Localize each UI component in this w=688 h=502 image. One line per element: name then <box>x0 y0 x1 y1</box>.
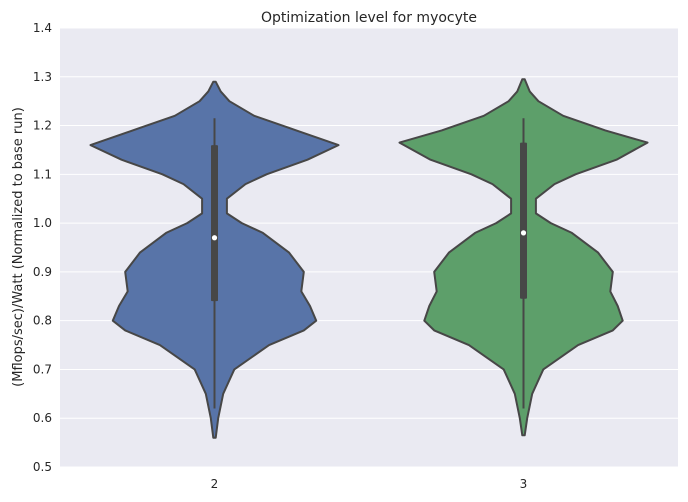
y-tick-label: 1.3 <box>33 70 52 84</box>
median-point-2 <box>211 235 218 241</box>
iqr-box-3 <box>520 142 527 299</box>
y-tick-label: 1.1 <box>33 167 52 181</box>
y-axis-label: (Mflops/sec)/Watt (Normalized to base ru… <box>11 107 26 387</box>
y-tick-label: 0.7 <box>33 362 52 376</box>
y-tick-label: 1.4 <box>33 21 52 35</box>
x-tick-label: 3 <box>520 477 528 491</box>
y-tick-label: 1.2 <box>33 119 52 133</box>
y-tick-labels: 0.5 0.6 0.7 0.8 0.9 1.0 1.1 1.2 1.3 1.4 <box>33 21 52 474</box>
y-tick-label: 0.5 <box>33 460 52 474</box>
x-tick-label: 2 <box>211 477 219 491</box>
chart-title: Optimization level for myocyte <box>261 10 477 26</box>
iqr-box-2 <box>211 145 218 302</box>
violins <box>89 78 649 439</box>
median-point-3 <box>520 230 527 236</box>
y-tick-label: 0.8 <box>33 314 52 328</box>
y-tick-label: 0.6 <box>33 411 52 425</box>
y-tick-label: 0.9 <box>33 265 52 279</box>
y-tick-label: 1.0 <box>33 216 52 230</box>
